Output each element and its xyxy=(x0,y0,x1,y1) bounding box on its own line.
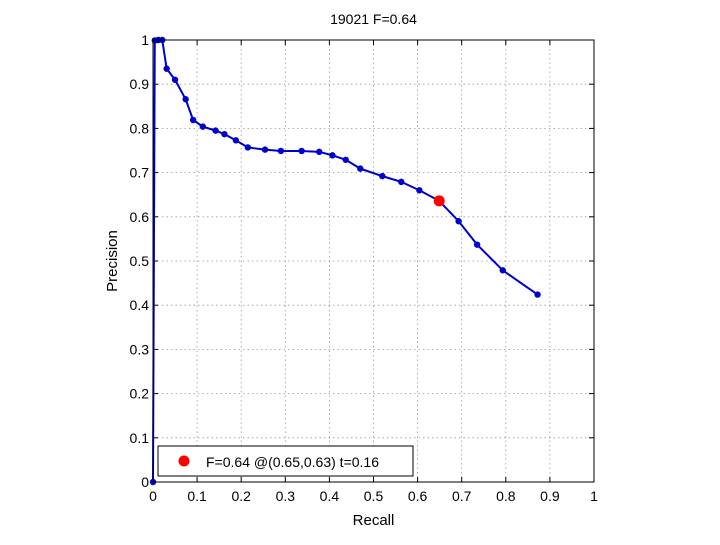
data-point xyxy=(244,144,252,151)
data-point xyxy=(232,137,240,144)
y-tick-label: 0.5 xyxy=(130,253,150,269)
data-point xyxy=(416,187,423,194)
data-point xyxy=(342,156,349,163)
y-tick-label: 0.3 xyxy=(130,341,150,357)
tick-labels: 0 0.1 0.2 0.3 0.4 0.5 0.6 0.7 0.8 0.9 1 0 0.1 0.2 0.3 0… xyxy=(130,32,599,504)
x-tick-label: 0.7 xyxy=(452,488,472,504)
y-tick-label: 0.9 xyxy=(130,76,150,92)
data-point xyxy=(298,147,305,155)
data-point xyxy=(316,148,323,156)
x-tick-label: 0.5 xyxy=(364,488,384,504)
legend: F=0.64 @(0.65,0.63) t=0.16 xyxy=(157,445,414,477)
plot-frame xyxy=(152,39,595,483)
y-tick-label: 0 xyxy=(141,474,149,490)
data-point xyxy=(455,218,462,225)
data-point xyxy=(473,241,481,248)
data-point xyxy=(212,127,219,134)
y-tick-label: 0.1 xyxy=(130,430,150,446)
x-tick-label: 0 xyxy=(149,488,157,504)
legend-box xyxy=(157,445,414,477)
data-point xyxy=(534,291,541,298)
y-axis-label: Precision xyxy=(104,230,121,292)
x-tick-label: 0.9 xyxy=(540,488,560,504)
y-tick-label: 0.4 xyxy=(130,297,150,313)
data-point xyxy=(277,147,285,155)
x-tick-label: 0.8 xyxy=(496,488,516,504)
x-tick-label: 0.6 xyxy=(408,488,428,504)
best-f-point xyxy=(433,195,445,207)
data-point xyxy=(261,146,269,153)
data-point xyxy=(189,116,197,124)
data-point xyxy=(199,123,207,130)
y-tick-label: 0.2 xyxy=(130,386,150,402)
y-tick-label: 0.7 xyxy=(130,165,150,181)
data-point xyxy=(398,178,405,186)
data-point xyxy=(329,152,336,159)
data-point xyxy=(163,65,170,72)
data-point xyxy=(221,130,228,138)
x-tick-label: 0.4 xyxy=(320,488,340,504)
y-tick-label: 1 xyxy=(141,32,149,48)
x-tick-label: 1 xyxy=(590,488,598,504)
chart-title: 19021 F=0.64 xyxy=(330,11,417,27)
legend-marker xyxy=(178,455,190,467)
data-point xyxy=(357,165,364,172)
x-tick-label: 0.2 xyxy=(231,488,251,504)
data-point xyxy=(499,267,506,274)
legend-entry-label: F=0.64 @(0.65,0.63) t=0.16 xyxy=(206,454,379,470)
x-tick-label: 0.1 xyxy=(187,488,207,504)
x-axis-label: Recall xyxy=(353,512,395,529)
data-point xyxy=(379,172,386,180)
y-tick-label: 0.8 xyxy=(130,120,150,136)
series-line xyxy=(152,39,539,483)
data-point xyxy=(171,76,179,83)
x-tick-label: 0.3 xyxy=(276,488,296,504)
y-tick-label: 0.6 xyxy=(130,209,150,225)
data-point xyxy=(182,96,189,103)
